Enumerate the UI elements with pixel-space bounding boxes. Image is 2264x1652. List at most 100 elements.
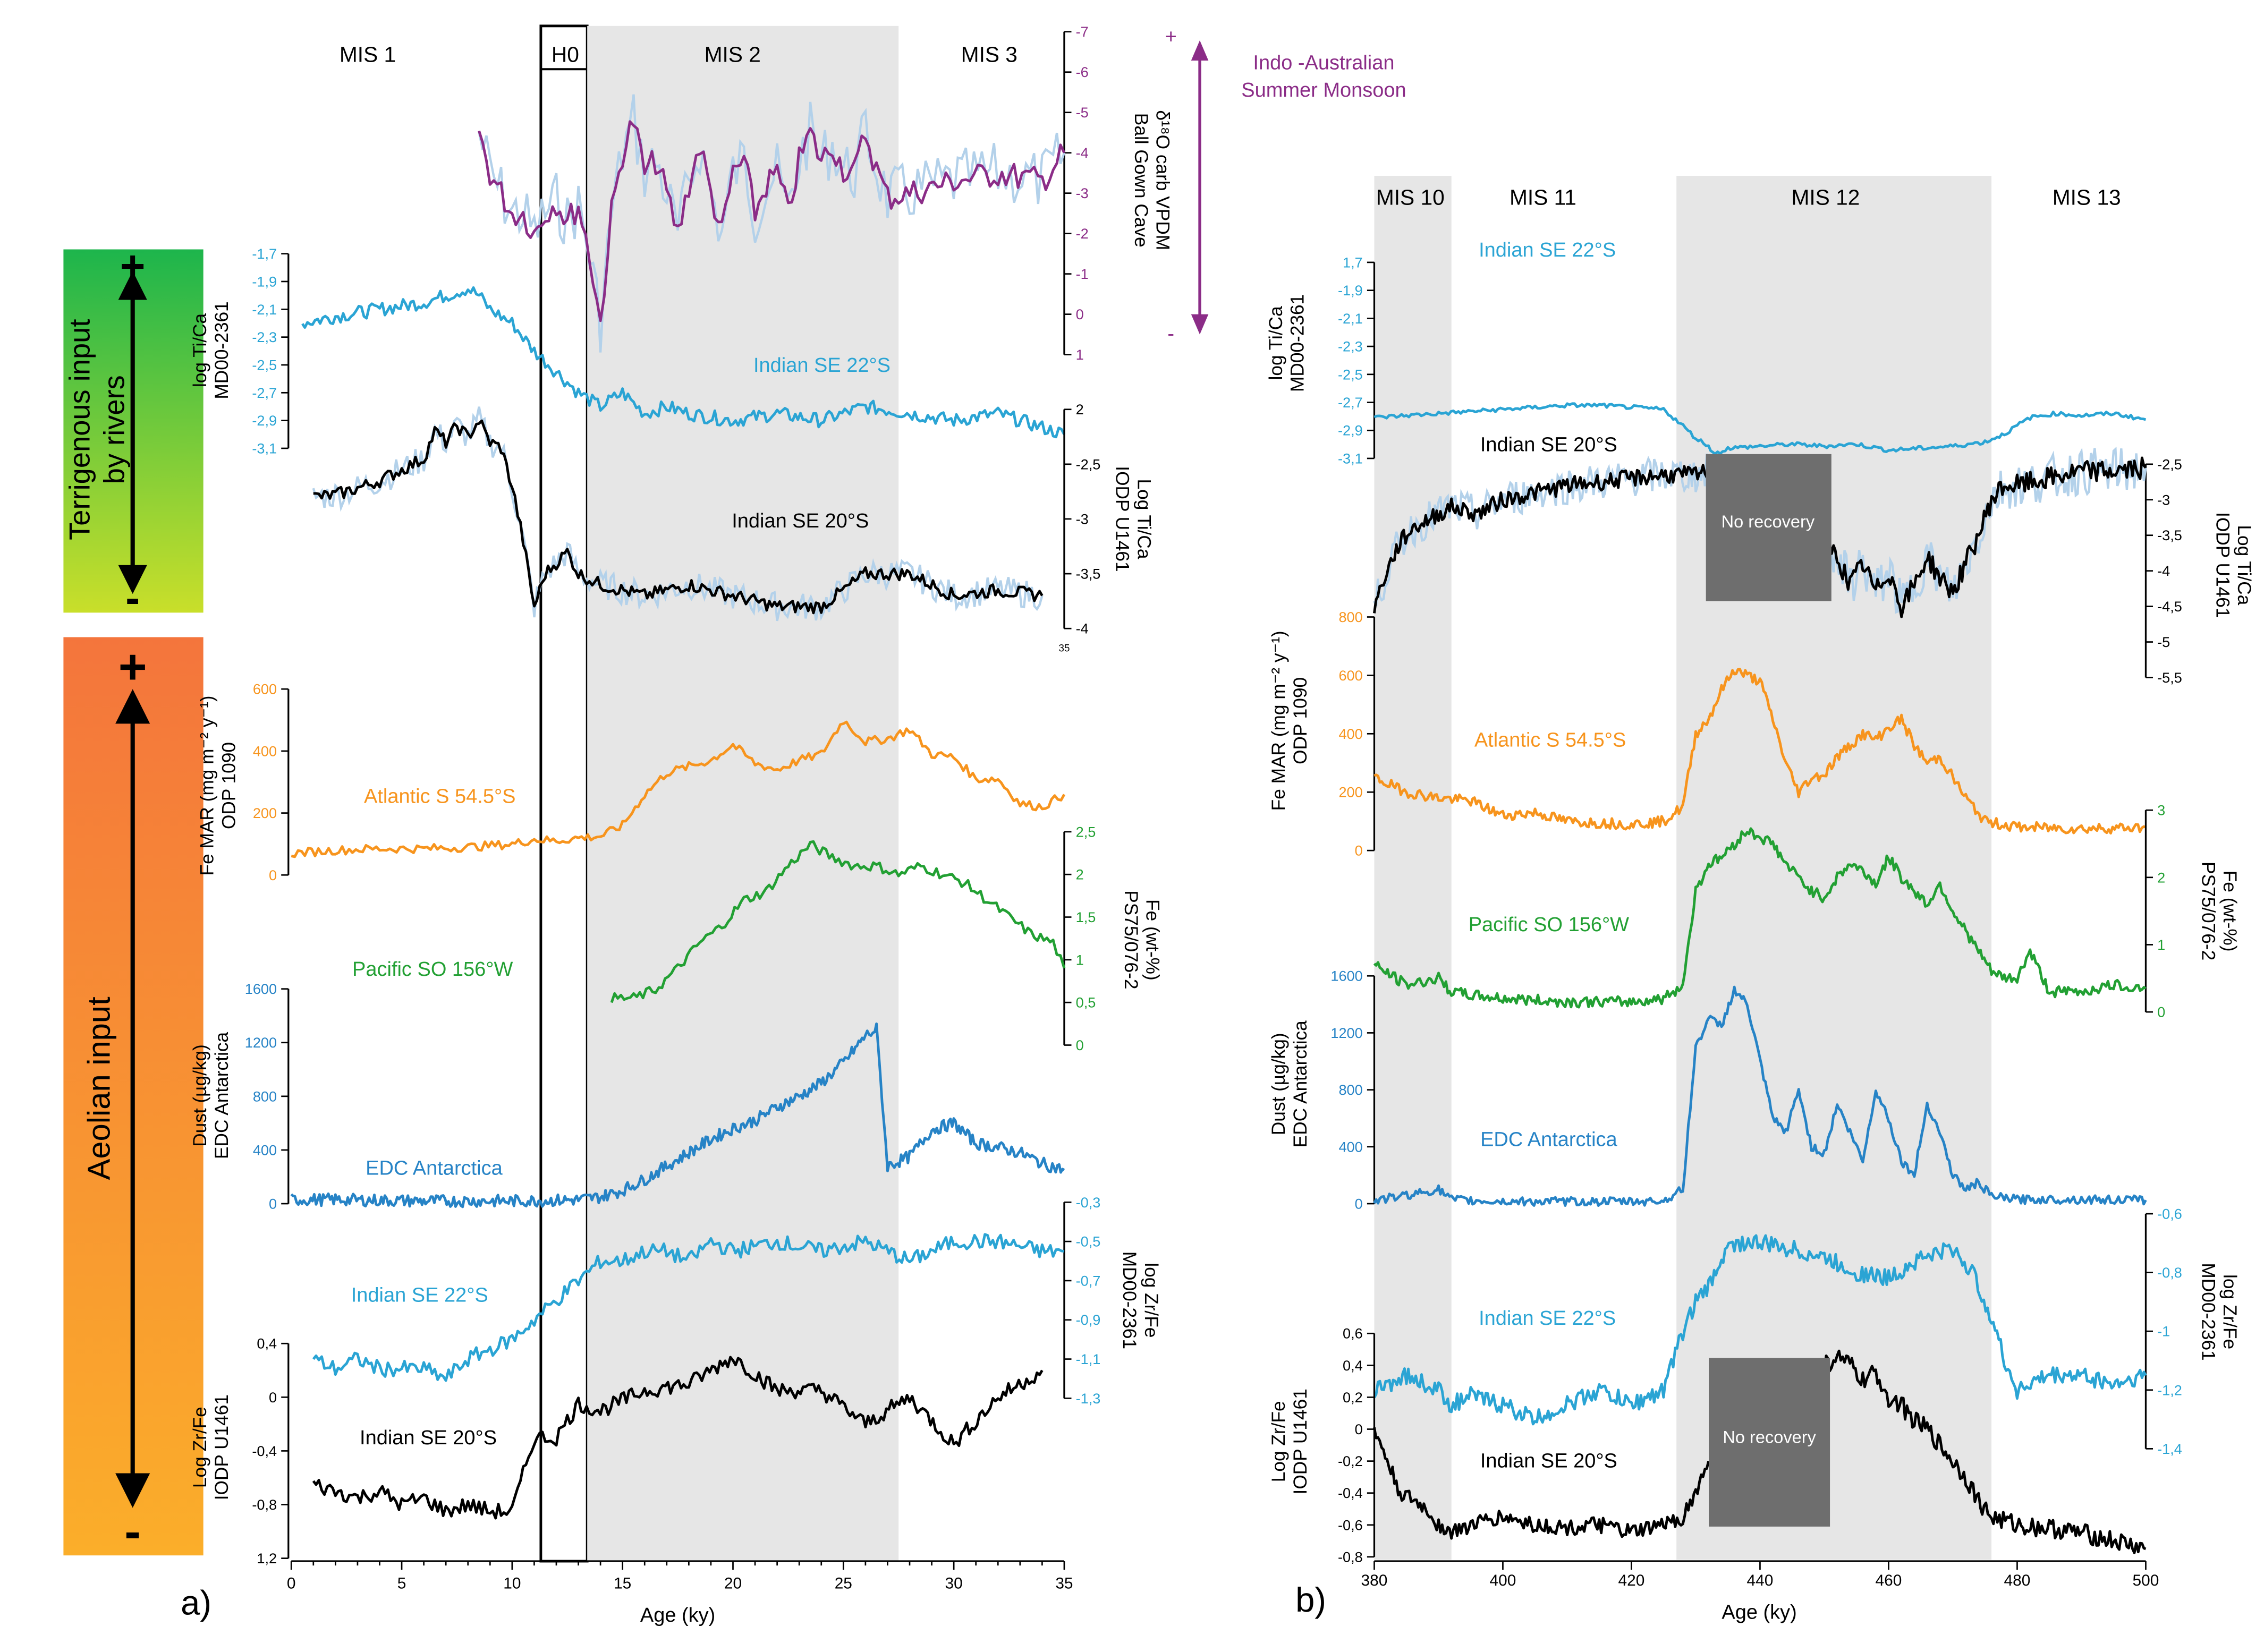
b-dust-tick-label: 1200 bbox=[1330, 1025, 1362, 1041]
panel-label: a) bbox=[181, 1583, 211, 1622]
b-tica361-tick-label: -3,1 bbox=[1338, 450, 1363, 466]
tica361-line bbox=[301, 286, 1066, 439]
monsoon-plus: + bbox=[1165, 25, 1177, 48]
no-recovery-label-bottom: No recovery bbox=[1723, 1428, 1816, 1447]
b-tica1461-b-raw-line bbox=[1823, 446, 2147, 614]
zrfe361-tick-label: -1,3 bbox=[1076, 1390, 1101, 1407]
b-tica1461-tick-label: -3,5 bbox=[2157, 527, 2182, 543]
x-axis-title: Age (ky) bbox=[1722, 1602, 1796, 1624]
zrfe1461-tick-label: 0 bbox=[269, 1389, 277, 1406]
monsoon-label: Indo -Australian Summer Monsoon bbox=[1241, 52, 1406, 101]
sidebar: + - + - Terrigenous input by rivers Aeoli… bbox=[63, 242, 203, 1559]
zrfe1461-tick-label: -0,8 bbox=[252, 1496, 277, 1513]
tica1461-label: Indian SE 20°S bbox=[732, 510, 869, 532]
fewt-tick-label: 0,5 bbox=[1076, 994, 1096, 1011]
b-femar-title: Fe MAR (mg m⁻² y⁻¹) ODP 1090 bbox=[1268, 631, 1311, 811]
terrigenous-minus: - bbox=[125, 574, 140, 622]
fewt-tick-label: 1,5 bbox=[1076, 909, 1096, 925]
b-zrfe361-tick-label: -0,6 bbox=[2157, 1206, 2182, 1222]
x-tick-label: 30 bbox=[945, 1575, 963, 1593]
x-tick-label: 5 bbox=[397, 1575, 406, 1593]
b-zrfe1461-tick-label: -0,4 bbox=[1338, 1485, 1363, 1501]
tica361-tick-label: -2,1 bbox=[252, 301, 277, 318]
b-fewt-tick-label: 1 bbox=[2157, 936, 2165, 953]
b-zrfe1461-tick-label: 0,6 bbox=[1343, 1325, 1363, 1342]
zrfe1461-tick-label: -0,4 bbox=[252, 1443, 277, 1459]
x-tick-label: 460 bbox=[1876, 1572, 1902, 1589]
zrfe361-tick-label: -0,9 bbox=[1076, 1312, 1101, 1328]
d18o-tick-label: 0 bbox=[1076, 306, 1084, 322]
femar-tick-label: 200 bbox=[253, 805, 277, 821]
d18o-tick-label: -2 bbox=[1076, 225, 1089, 242]
b-dust-title-group: Dust (µg/kg) EDC Antarctica bbox=[1268, 1020, 1311, 1147]
zrfe361-title: log Zr/FeMD00-2361 bbox=[1119, 1251, 1161, 1349]
d18o-tick-label: -3 bbox=[1076, 185, 1089, 201]
mis-label: MIS 13 bbox=[2053, 185, 2121, 209]
mis-label: MIS 11 bbox=[1510, 185, 1576, 209]
b-zrfe1461-tick-label: -0,6 bbox=[1338, 1517, 1363, 1533]
b-tica361-label: Indian SE 22°S bbox=[1479, 239, 1616, 261]
b-zrfe1461-tick-label: 0 bbox=[1355, 1421, 1363, 1437]
b-dust-tick-label: 400 bbox=[1338, 1138, 1362, 1155]
fewt-title-group: Fe (wt-%)PS75/076-2 bbox=[1121, 890, 1163, 989]
fewt-tick-label: 0 bbox=[1076, 1037, 1084, 1053]
x-tick-label: 0 bbox=[287, 1575, 296, 1593]
mis-label: MIS 3 bbox=[961, 42, 1017, 67]
tica361-tick-label: -1,7 bbox=[252, 245, 277, 262]
x-tick-label: 15 bbox=[614, 1575, 631, 1593]
x-tick-label: 25 bbox=[835, 1575, 852, 1593]
b-zrfe1461-tick-label: 0,4 bbox=[1343, 1357, 1363, 1374]
x-tick-label: 480 bbox=[2004, 1572, 2031, 1589]
terrigenous-arrow bbox=[118, 271, 147, 594]
tica1461-title-group: Log Ti/CaIODP U1461 bbox=[1112, 466, 1155, 572]
b-tica1461-tick-label: -4 bbox=[2157, 563, 2170, 579]
fewt-tick-label: 1 bbox=[1076, 951, 1084, 968]
b-zrfe1461-tick-label: -0,2 bbox=[1338, 1453, 1363, 1469]
b-femar-tick-label: 200 bbox=[1338, 784, 1362, 801]
b-tica1461-a-raw-line bbox=[1373, 453, 1710, 607]
no-recovery-box-top bbox=[1706, 454, 1831, 601]
tica361-tick-label: -1,9 bbox=[252, 273, 277, 289]
x-tick-label: 20 bbox=[724, 1575, 742, 1593]
b-fewt-title-group: Fe (wt-%)PS75/076-2 bbox=[2198, 862, 2240, 960]
tica1461-raw-line bbox=[312, 406, 1044, 621]
tica361-tick-label: -2,7 bbox=[252, 385, 277, 401]
d18o-tick-label: 1 bbox=[1076, 346, 1084, 363]
b-fewt-label: Pacific SO 156°W bbox=[1469, 914, 1629, 936]
b-zrfe1461-a-line bbox=[1373, 1427, 1710, 1540]
tica1461-extra: 35 bbox=[1058, 643, 1070, 654]
mis-label: MIS 10 bbox=[1376, 185, 1445, 209]
b-tica361-tick-label: -2,7 bbox=[1338, 394, 1363, 411]
b-zrfe361-tick-label: -1,2 bbox=[2157, 1382, 2182, 1398]
zrfe1461-tick-label: 1,2 bbox=[257, 1550, 277, 1566]
b-zrfe1461-tick-label: 0,2 bbox=[1343, 1389, 1363, 1406]
b-tica361-tick-label: -2,9 bbox=[1338, 422, 1363, 439]
zrfe1461-title-group: Log Zr/Fe IODP U1461 bbox=[190, 1394, 232, 1500]
tica361-tick-label: -3,1 bbox=[252, 440, 277, 456]
x-tick-label: 420 bbox=[1618, 1572, 1645, 1589]
b-zrfe1461-b-line bbox=[1823, 1349, 2147, 1554]
dust-tick-label: 1600 bbox=[245, 981, 277, 997]
b-fewt-tick-label: 0 bbox=[2157, 1004, 2165, 1020]
tica1461-tick-label: -3,5 bbox=[1076, 566, 1101, 582]
dust-title: Dust (µg/kg) EDC Antarctica bbox=[190, 1032, 232, 1159]
x-tick-label: 400 bbox=[1490, 1572, 1516, 1589]
tica361-title: log Ti/Ca MD00-2361 bbox=[190, 301, 232, 399]
b-zrfe361-tick-label: -1 bbox=[2157, 1323, 2170, 1340]
zrfe1461-line bbox=[312, 1356, 1044, 1520]
fewt-line bbox=[610, 840, 1066, 1003]
x-tick-label: 380 bbox=[1361, 1572, 1388, 1589]
b-tica361-title-group: log Ti/Ca MD00-2361 bbox=[1266, 294, 1308, 392]
terrigenous-plus: + bbox=[120, 242, 146, 291]
tica361-tick-label: -2,5 bbox=[252, 356, 277, 373]
tica361-label: Indian SE 22°S bbox=[753, 354, 891, 377]
b-fewt-tick-label: 3 bbox=[2157, 802, 2165, 819]
terrigenous-label: Terrigenous input by rivers bbox=[63, 319, 130, 540]
b-tica1461-tick-label: -5 bbox=[2157, 634, 2170, 650]
mis-shade bbox=[1374, 176, 1452, 1560]
monsoon-arrow-up bbox=[1191, 40, 1209, 61]
b-femar-line bbox=[1373, 668, 2147, 835]
zrfe361-tick-label: -0,3 bbox=[1076, 1194, 1101, 1211]
b-fewt-title: Fe (wt-%)PS75/076-2 bbox=[2198, 862, 2240, 960]
mis-label: H0 bbox=[552, 42, 579, 67]
